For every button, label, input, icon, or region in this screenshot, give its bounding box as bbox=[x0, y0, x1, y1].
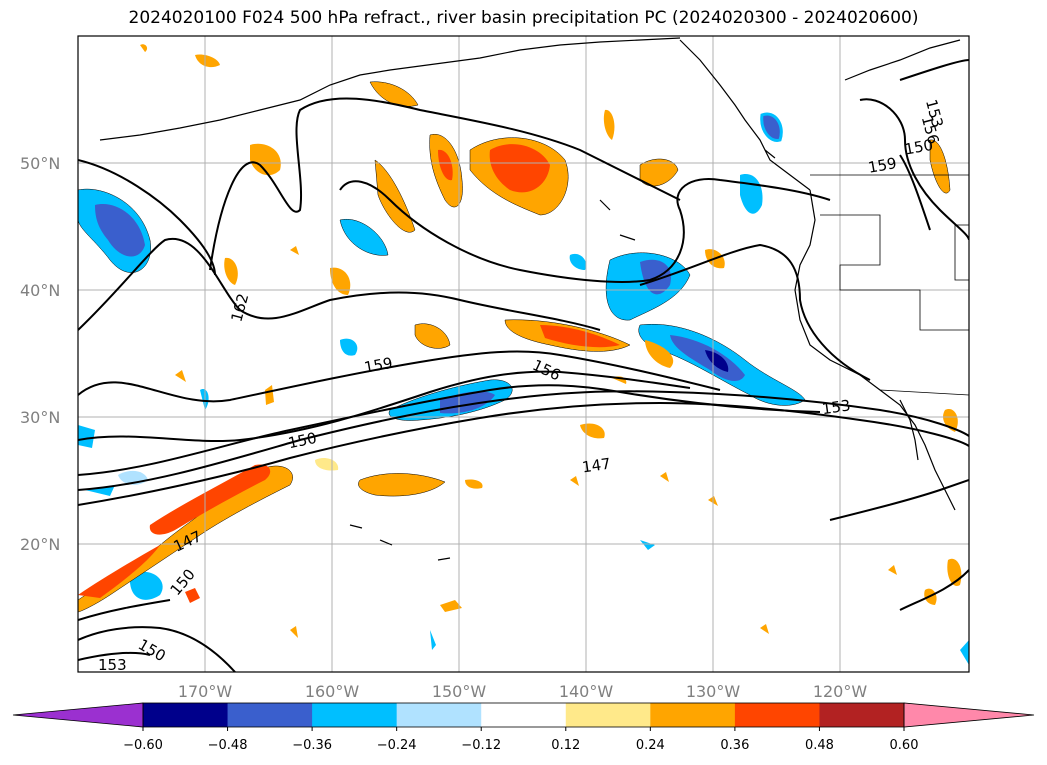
colorbar-extend-low bbox=[13, 703, 143, 727]
colorbar-tick-label: −0.48 bbox=[208, 738, 248, 753]
lon-label: 120°W bbox=[813, 682, 868, 701]
colorbar-tick-label: −0.24 bbox=[377, 738, 417, 753]
colorbar-segment bbox=[481, 703, 567, 727]
lon-label: 170°W bbox=[178, 682, 233, 701]
lon-label: 140°W bbox=[559, 682, 614, 701]
colorbar-segment bbox=[143, 703, 229, 727]
political-borders bbox=[810, 174, 969, 396]
positive-anomaly-fields bbox=[78, 44, 962, 638]
coastlines bbox=[99, 37, 961, 561]
longitude-labels: 170°W 160°W 150°W 140°W 130°W 120°W bbox=[178, 682, 868, 701]
lat-label: 40°N bbox=[20, 281, 60, 300]
lat-label: 30°N bbox=[20, 408, 60, 427]
lon-label: 160°W bbox=[305, 682, 360, 701]
lat-label: 20°N bbox=[20, 535, 60, 554]
lon-label: 150°W bbox=[432, 682, 487, 701]
latitude-labels: 50°N 40°N 30°N 20°N bbox=[20, 154, 60, 554]
colorbar-segment bbox=[227, 703, 313, 727]
map-title: 2024020100 F024 500 hPa refract., river … bbox=[128, 8, 919, 28]
colorbar-tick-label: 0.12 bbox=[551, 738, 580, 753]
colorbar-extend-high bbox=[904, 703, 1034, 727]
contour-label: 159 bbox=[867, 154, 898, 177]
colorbar-tick-label: 0.48 bbox=[805, 738, 834, 753]
contour-label: 150 bbox=[903, 136, 934, 159]
colorbar-segment bbox=[650, 703, 736, 727]
colorbar-segment bbox=[734, 703, 820, 727]
colorbar-tick-label: −0.60 bbox=[123, 738, 163, 753]
contour-label: 147 bbox=[581, 455, 612, 477]
colorbar-segment bbox=[819, 703, 905, 727]
colorbar: −0.60 −0.48 −0.36 −0.24 −0.12 0.12 0.24 0.36 0.4… bbox=[12, 702, 1035, 753]
colorbar-tick-label: −0.36 bbox=[292, 738, 332, 753]
contour-label: 159 bbox=[363, 354, 394, 377]
graticule bbox=[78, 36, 969, 672]
colorbar-tick-label: 0.60 bbox=[890, 738, 919, 753]
lat-label: 50°N bbox=[20, 154, 60, 173]
colorbar-tick-label: −0.12 bbox=[461, 738, 501, 753]
contour-label: 153 bbox=[98, 656, 127, 674]
map-plot-area bbox=[78, 36, 969, 672]
colorbar-tick-label: 0.36 bbox=[720, 738, 749, 753]
map-frame bbox=[77, 35, 970, 673]
colorbar-tick-label: 0.24 bbox=[636, 738, 665, 753]
lon-label: 130°W bbox=[686, 682, 741, 701]
colorbar-segment bbox=[396, 703, 482, 727]
colorbar-segment bbox=[565, 703, 651, 727]
refractivity-isolines bbox=[78, 59, 969, 672]
contour-label-group: 162 159 156 153 150 147 153 150 147 150 … bbox=[98, 97, 947, 674]
colorbar-segment bbox=[312, 703, 398, 727]
contour-label: 150 bbox=[287, 429, 319, 453]
contour-label: 153 bbox=[821, 396, 852, 418]
